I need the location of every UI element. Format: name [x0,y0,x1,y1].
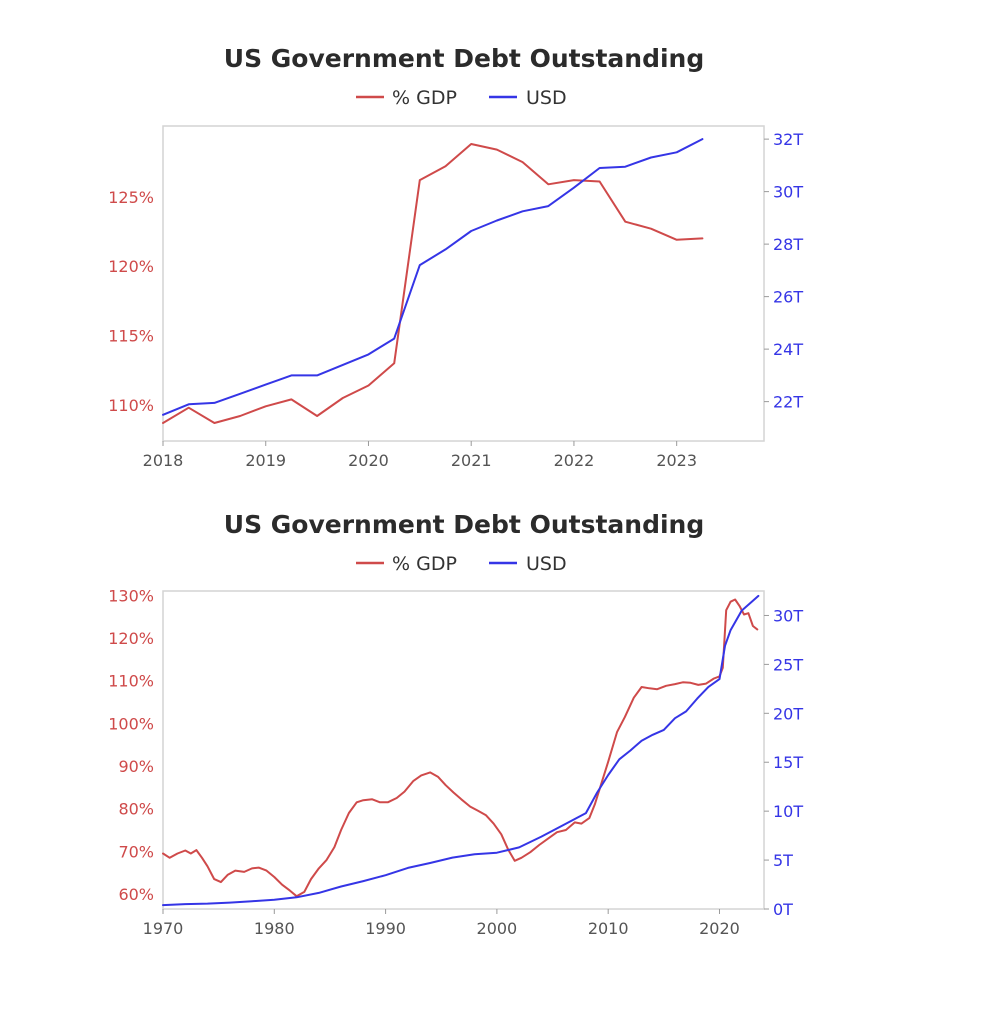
y-left-tick-label: 115% [108,327,154,346]
y-left-tick-label: 110% [108,396,154,415]
usd-series-line [162,594,760,907]
legend-usd-label: USD [526,87,567,109]
y-right-tick-label: 22T [773,393,803,412]
gdp-series-line [162,598,759,898]
x-tick-label: 2000 [477,919,518,938]
chart-2-legend: % GDP USD [356,553,567,575]
chart-1-x-axis: 2018 2019 2020 2021 2022 2023 [143,441,697,470]
y-left-tick-label: 130% [108,586,154,605]
chart-2: US Government Debt Outstanding % GDP USD… [108,510,803,938]
x-tick-label: 2019 [245,451,286,470]
x-tick-label: 1980 [254,919,295,938]
y-left-tick-label: 80% [118,800,154,819]
chart-2-title: US Government Debt Outstanding [224,510,704,539]
usd-series-line [162,138,704,416]
y-right-tick-label: 10T [773,802,803,821]
x-tick-label: 1970 [143,919,184,938]
chart-1-title: US Government Debt Outstanding [224,44,704,73]
y-right-tick-label: 15T [773,753,803,772]
x-tick-label: 2018 [143,451,184,470]
x-tick-label: 2020 [699,919,740,938]
y-right-tick-label: 5T [773,851,793,870]
gdp-series-line [162,143,704,424]
y-right-tick-label: 30T [773,183,803,202]
x-tick-label: 2021 [451,451,492,470]
chart-1: US Government Debt Outstanding % GDP USD… [108,44,803,470]
y-left-tick-label: 125% [108,188,154,207]
y-left-tick-label: 60% [118,885,154,904]
x-tick-label: 2022 [554,451,595,470]
x-tick-label: 2023 [656,451,697,470]
y-left-tick-label: 90% [118,757,154,776]
y-right-tick-label: 26T [773,288,803,307]
y-right-tick-label: 24T [773,340,803,359]
chart-1-plot-frame [162,125,765,442]
y-right-tick-label: 28T [773,235,803,254]
y-left-tick-label: 70% [118,842,154,861]
chart-2-plot-frame [162,590,765,910]
x-tick-label: 2010 [588,919,629,938]
legend-gdp-label: % GDP [392,87,457,109]
y-right-tick-label: 30T [773,606,803,625]
y-left-tick-label: 120% [108,257,154,276]
chart-2-y-axis-right: 0T 5T 10T 15T 20T 25T 30T [764,606,803,919]
y-right-tick-label: 0T [773,900,793,919]
y-right-tick-label: 32T [773,130,803,149]
chart-1-legend: % GDP USD [356,87,567,109]
y-left-tick-label: 100% [108,714,154,733]
x-tick-label: 2020 [348,451,389,470]
chart-2-series [162,594,760,907]
y-left-tick-label: 110% [108,672,154,691]
chart-1-y-axis-left: 110% 115% 120% 125% [108,188,154,415]
legend-gdp-label: % GDP [392,553,457,575]
chart-2-x-axis: 1970 1980 1990 2000 2010 2020 [143,909,740,938]
y-left-tick-label: 120% [108,629,154,648]
legend-usd-label: USD [526,553,567,575]
chart-1-series [162,138,704,424]
chart-1-y-axis-right: 22T 24T 26T 28T 30T 32T [764,130,803,412]
y-right-tick-label: 25T [773,655,803,674]
chart-2-y-axis-left: 60% 70% 80% 90% 100% 110% 120% 130% [108,586,154,904]
x-tick-label: 1990 [365,919,406,938]
y-right-tick-label: 20T [773,704,803,723]
